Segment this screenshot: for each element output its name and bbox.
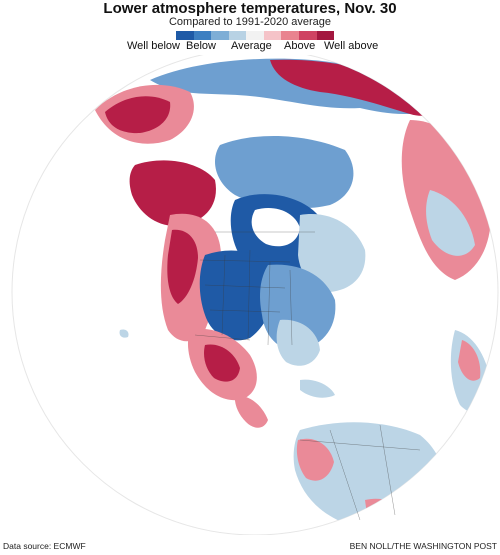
arctic-warm-band [270, 59, 441, 116]
color-legend [176, 31, 335, 40]
caribbean-region [300, 379, 335, 398]
data-source: Data source: ECMWF [3, 541, 86, 551]
legend-swatch [176, 31, 194, 40]
northern-canada-region [215, 135, 354, 209]
pacific-island [119, 329, 129, 338]
legend-swatch [281, 31, 299, 40]
border-lines [194, 231, 421, 521]
legend-swatch [316, 31, 335, 40]
legend-swatch [193, 31, 212, 40]
legend-swatch [228, 31, 247, 40]
siberia-warm-core [105, 96, 171, 134]
legend-swatch [246, 31, 264, 40]
legend-label-below: Below [186, 40, 216, 52]
legend-swatch [298, 31, 317, 40]
south-america-hot-tip [360, 518, 379, 532]
legend-labels: Well below Below Average Above Well abov… [0, 40, 500, 54]
mexico-warm-core [204, 344, 240, 382]
legend-label-above: Above [284, 40, 316, 52]
eastern-canada-region [298, 214, 366, 292]
hudson-bay [251, 208, 300, 247]
west-coast-warm-core [167, 229, 198, 304]
south-america-warm-south [365, 498, 410, 528]
legend-label-well-above: Well above [324, 40, 379, 52]
us-central-cold [199, 250, 274, 341]
us-southeast-region [276, 319, 320, 366]
legend-label-well-below: Well below [127, 40, 180, 52]
legend-swatch [263, 31, 282, 40]
chart-subtitle: Compared to 1991-2020 average [168, 16, 332, 28]
central-america-region [234, 395, 268, 428]
africa-edge-warm [458, 340, 481, 381]
europe-cool-patch [426, 190, 475, 256]
credit-line: BEN NOLL/THE WASHINGTON POST [349, 541, 497, 551]
land-layer [95, 58, 492, 532]
alaska-region [129, 160, 216, 226]
chart-title: Lower atmosphere temperatures, Nov. 30 [103, 0, 397, 17]
globe-map [11, 55, 499, 535]
south-america-warm-west [296, 438, 334, 481]
legend-swatch [211, 31, 229, 40]
legend-label-average: Average [231, 40, 272, 52]
